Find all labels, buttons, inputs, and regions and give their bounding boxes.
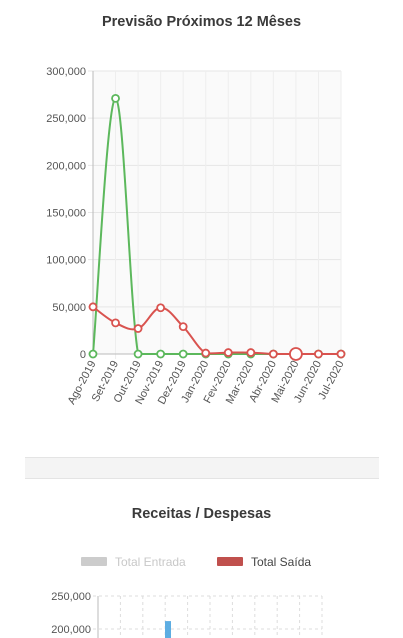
legend-label: Total Saída [251, 555, 311, 569]
data-point [246, 348, 256, 357]
data-point [314, 349, 323, 359]
data-point [201, 348, 211, 358]
y-tick-label: 200,000 [51, 624, 91, 636]
data-point [133, 324, 143, 333]
data-point [88, 302, 98, 312]
data-point [156, 349, 166, 359]
y-tick-label: 100,000 [46, 255, 86, 267]
bar [165, 621, 171, 638]
data-point [178, 349, 188, 359]
forecast-line-chart: 0 50,000 100,000 150,000 200,000 250,000 300,0… [46, 66, 346, 407]
data-point [156, 303, 166, 313]
legend-item-total-entrada[interactable]: Total Entrada [81, 555, 186, 569]
section-divider [25, 457, 379, 479]
y-tick-label: 150,000 [46, 208, 86, 220]
data-point [178, 322, 188, 332]
forecast-chart-title: Previsão Próximos 12 Mêses [101, 14, 302, 30]
y-tick-label: 250,000 [46, 113, 86, 125]
legend-swatch [81, 557, 107, 566]
data-point [88, 349, 98, 359]
data-point [223, 348, 233, 357]
y-tick-label: 50,000 [52, 302, 86, 314]
data-point [111, 318, 120, 328]
legend-item-total-saida[interactable]: Total Saída [217, 555, 311, 569]
y-tick-label: 0 [80, 349, 86, 361]
legend-label: Total Entrada [115, 555, 186, 569]
data-point [336, 349, 346, 359]
data-point [133, 349, 143, 359]
revenue-chart-title: Receitas / Despesas [131, 506, 272, 522]
y-tick-label: 200,000 [46, 160, 86, 172]
data-point [289, 347, 303, 361]
data-point [111, 93, 120, 103]
data-point [268, 349, 278, 359]
y-tick-label: 300,000 [46, 66, 86, 78]
y-tick-label: 250,000 [51, 591, 91, 603]
legend-swatch [217, 557, 243, 566]
